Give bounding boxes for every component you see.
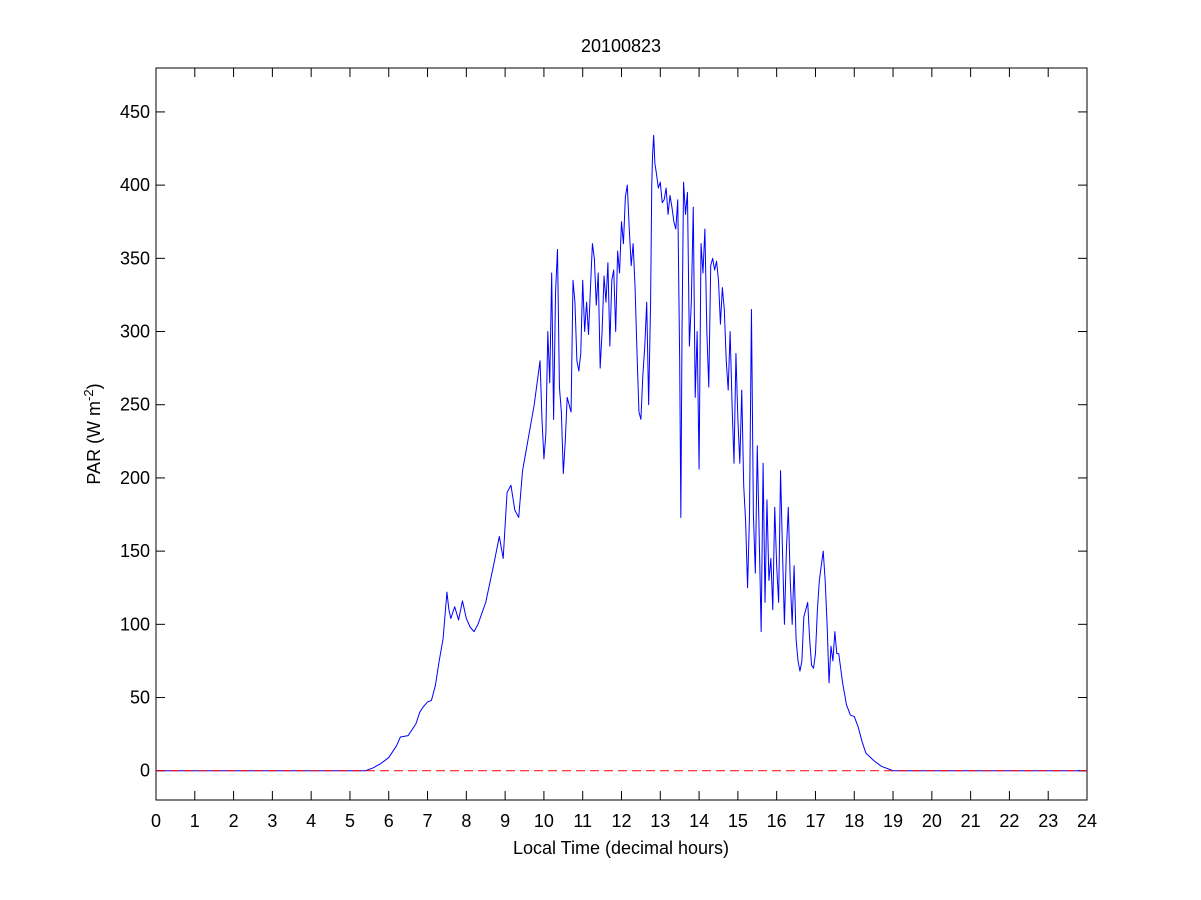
x-tick-label-17: 17: [805, 811, 825, 831]
x-tick-label-16: 16: [767, 811, 787, 831]
x-tick-label-19: 19: [883, 811, 903, 831]
x-tick-label-9: 9: [500, 811, 510, 831]
x-tick-label-20: 20: [922, 811, 942, 831]
y-tick-label-50: 50: [130, 688, 150, 708]
x-tick-label-8: 8: [461, 811, 471, 831]
x-tick-label-24: 24: [1077, 811, 1097, 831]
x-tick-label-3: 3: [267, 811, 277, 831]
x-tick-label-22: 22: [999, 811, 1019, 831]
y-tick-label-100: 100: [120, 614, 150, 634]
x-tick-label-4: 4: [306, 811, 316, 831]
chart-title: 20100823: [581, 36, 661, 56]
x-tick-label-14: 14: [689, 811, 709, 831]
x-tick-label-5: 5: [345, 811, 355, 831]
x-tick-label-6: 6: [384, 811, 394, 831]
x-tick-label-1: 1: [190, 811, 200, 831]
x-tick-label-21: 21: [961, 811, 981, 831]
y-tick-label-450: 450: [120, 102, 150, 122]
y-tick-label-300: 300: [120, 322, 150, 342]
y-axis-label-exponent: -2: [81, 389, 96, 401]
plot-area: [155, 67, 1088, 801]
y-tick-label-200: 200: [120, 468, 150, 488]
x-axis-label: Local Time (decimal hours): [513, 838, 729, 858]
y-tick-label-250: 250: [120, 395, 150, 415]
series-group: [156, 134, 1087, 772]
x-tick-label-0: 0: [151, 811, 161, 831]
x-tick-label-2: 2: [229, 811, 239, 831]
x-tick-label-7: 7: [423, 811, 433, 831]
y-axis-label-close: ): [84, 383, 104, 389]
y-tick-label-400: 400: [120, 175, 150, 195]
x-tick-label-12: 12: [611, 811, 631, 831]
x-tick-label-18: 18: [844, 811, 864, 831]
x-tick-label-11: 11: [573, 811, 592, 831]
x-tick-label-23: 23: [1038, 811, 1058, 831]
y-axis-label-main: PAR (W m: [84, 401, 104, 485]
x-tick-label-15: 15: [728, 811, 748, 831]
series-line-0: [156, 134, 1087, 772]
y-tick-label-150: 150: [120, 541, 150, 561]
axis-ticks: 0 1 2 3 4 5 6 7 8 9 10 11 12 13 14 15 16 17 18 19 20 21 22 23 24…: [120, 68, 1097, 831]
x-tick-label-13: 13: [650, 811, 670, 831]
y-tick-label-350: 350: [120, 248, 150, 268]
y-axis-label: PAR (W m-2): [81, 383, 104, 484]
y-tick-label-0: 0: [140, 761, 150, 781]
x-tick-label-10: 10: [534, 811, 554, 831]
